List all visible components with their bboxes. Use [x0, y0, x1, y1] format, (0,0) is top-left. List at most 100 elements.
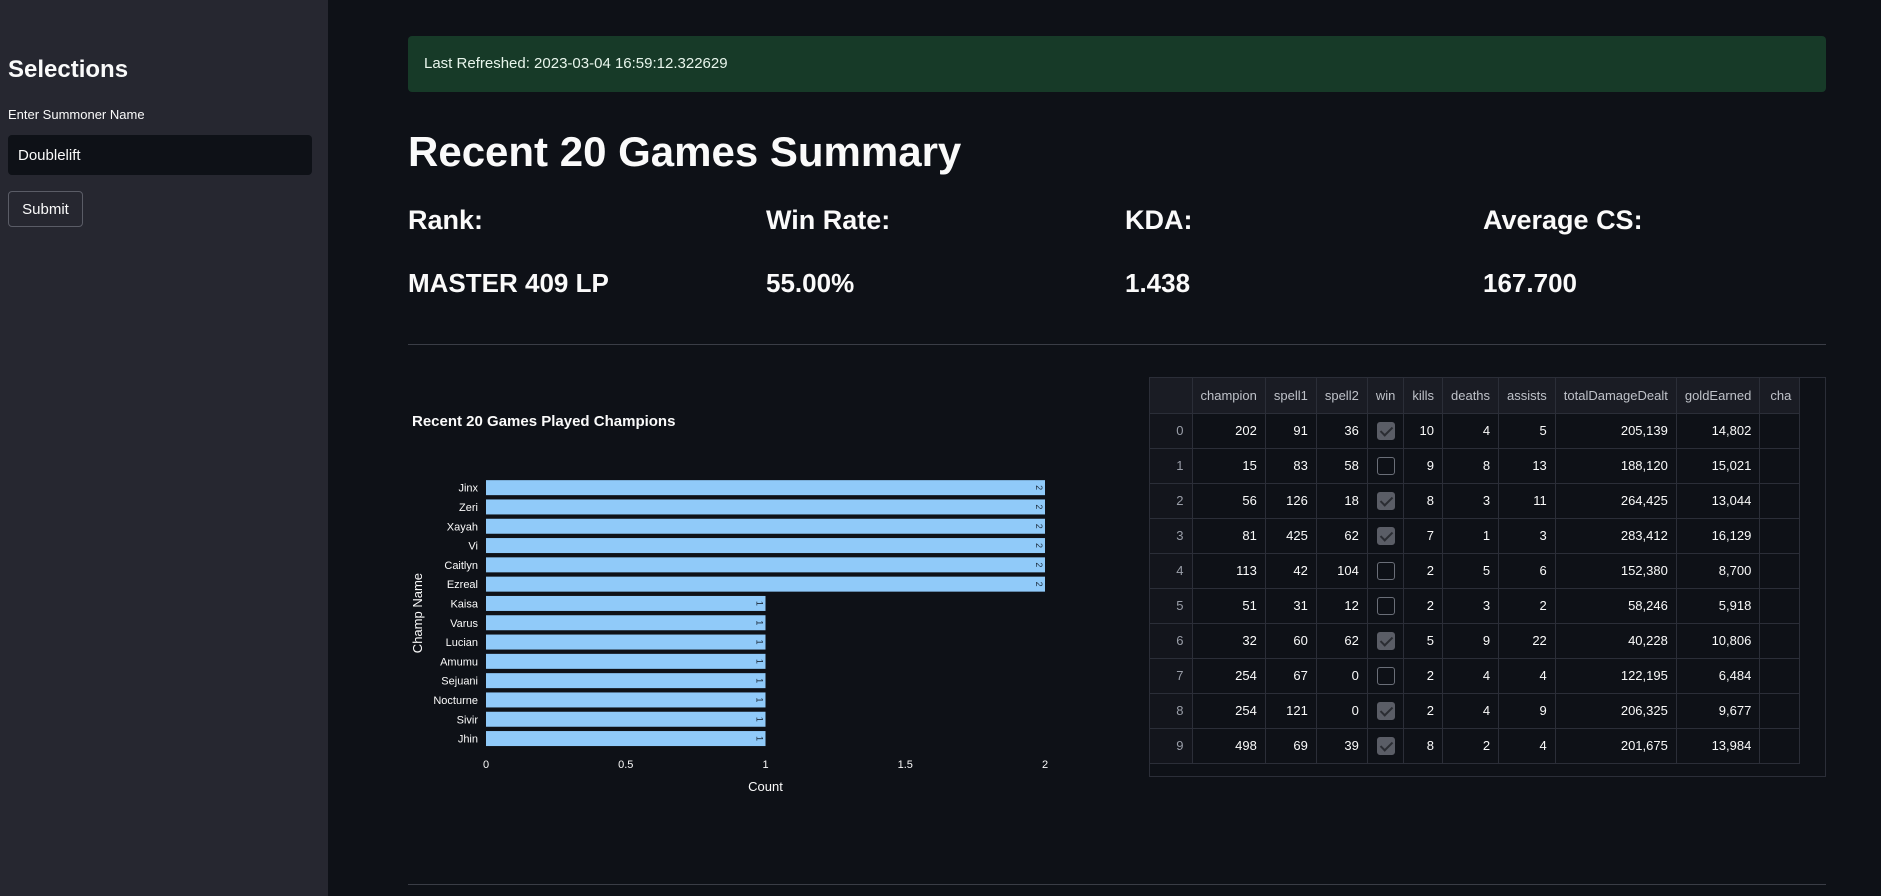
table-cell[interactable]: 62 — [1316, 623, 1368, 659]
bar-ezreal[interactable] — [486, 576, 1045, 592]
bar-sejuani[interactable] — [486, 673, 766, 689]
table-cell[interactable]: 202 — [1192, 413, 1266, 449]
table-cell[interactable] — [1759, 518, 1801, 554]
column-header-deaths[interactable]: deaths — [1442, 378, 1500, 414]
table-cell[interactable]: 152,380 — [1555, 553, 1677, 589]
table-cell[interactable]: 425 — [1265, 518, 1317, 554]
table-cell[interactable]: 16,129 — [1676, 518, 1761, 554]
row-index[interactable]: 3 — [1150, 518, 1193, 554]
row-index[interactable]: 9 — [1150, 728, 1193, 764]
table-cell[interactable]: 56 — [1192, 483, 1266, 519]
table-cell[interactable]: 62 — [1316, 518, 1368, 554]
table-cell[interactable]: 15 — [1192, 448, 1266, 484]
table-row[interactable]: 5 51 31 12 2 3 2 58,246 5,918 — [1150, 588, 1801, 624]
table-cell[interactable]: 188,120 — [1555, 448, 1677, 484]
bar-zeri[interactable] — [486, 499, 1045, 515]
table-cell[interactable]: 5 — [1442, 553, 1500, 589]
row-index[interactable]: 5 — [1150, 588, 1193, 624]
table-cell[interactable] — [1759, 553, 1801, 589]
table-cell[interactable]: 4 — [1442, 693, 1500, 729]
table-cell[interactable] — [1759, 588, 1801, 624]
column-header-win[interactable]: win — [1367, 378, 1405, 414]
table-cell[interactable]: 201,675 — [1555, 728, 1677, 764]
table-cell[interactable]: 32 — [1192, 623, 1266, 659]
table-row[interactable]: 3 81 425 62 7 1 3 283,412 16,129 — [1150, 518, 1801, 554]
table-cell[interactable]: 51 — [1192, 588, 1266, 624]
win-cell[interactable] — [1367, 728, 1405, 764]
table-cell[interactable]: 5,918 — [1676, 588, 1761, 624]
games-data-table[interactable]: champion spell1 spell2 win kills deaths assist… — [1149, 377, 1826, 777]
column-header-totalDamageDealt[interactable]: totalDamageDealt — [1555, 378, 1677, 414]
bar-sivir[interactable] — [486, 711, 766, 727]
table-cell[interactable]: 18 — [1316, 483, 1368, 519]
table-cell[interactable] — [1759, 693, 1801, 729]
table-cell[interactable]: 22 — [1498, 623, 1556, 659]
table-cell[interactable]: 4 — [1498, 658, 1556, 694]
column-header-spell1[interactable]: spell1 — [1265, 378, 1317, 414]
table-cell[interactable]: 14,802 — [1676, 413, 1761, 449]
table-row[interactable]: 1 15 83 58 9 8 13 188,120 15,021 — [1150, 448, 1801, 484]
bar-vi[interactable] — [486, 538, 1045, 554]
table-cell[interactable]: 91 — [1265, 413, 1317, 449]
table-row[interactable]: 2 56 126 18 8 3 11 264,425 13,044 — [1150, 483, 1801, 519]
table-cell[interactable]: 3 — [1442, 588, 1500, 624]
win-cell[interactable] — [1367, 693, 1405, 729]
row-index[interactable]: 0 — [1150, 413, 1193, 449]
column-header-champion[interactable]: champion — [1192, 378, 1266, 414]
table-cell[interactable]: 6 — [1498, 553, 1556, 589]
table-cell[interactable]: 2 — [1498, 588, 1556, 624]
table-row[interactable]: 7 254 67 0 2 4 4 122,195 6,484 — [1150, 658, 1801, 694]
table-cell[interactable]: 0 — [1316, 658, 1368, 694]
table-cell[interactable]: 205,139 — [1555, 413, 1677, 449]
table-cell[interactable]: 36 — [1316, 413, 1368, 449]
table-row[interactable]: 6 32 60 62 5 9 22 40,228 10,806 — [1150, 623, 1801, 659]
bar-kaisa[interactable] — [486, 595, 766, 611]
table-cell[interactable]: 2 — [1403, 588, 1443, 624]
column-header-assists[interactable]: assists — [1498, 378, 1556, 414]
table-cell[interactable]: 13 — [1498, 448, 1556, 484]
win-cell[interactable] — [1367, 658, 1405, 694]
table-cell[interactable]: 4 — [1498, 728, 1556, 764]
bar-caitlyn[interactable] — [486, 557, 1045, 573]
table-cell[interactable]: 10,806 — [1676, 623, 1761, 659]
table-cell[interactable]: 113 — [1192, 553, 1266, 589]
table-cell[interactable]: 40,228 — [1555, 623, 1677, 659]
table-cell[interactable]: 5 — [1403, 623, 1443, 659]
table-cell[interactable]: 283,412 — [1555, 518, 1677, 554]
win-cell[interactable] — [1367, 448, 1405, 484]
table-cell[interactable]: 2 — [1442, 728, 1500, 764]
bar-jhin[interactable] — [486, 731, 766, 747]
table-cell[interactable] — [1759, 658, 1801, 694]
table-cell[interactable]: 9,677 — [1676, 693, 1761, 729]
table-cell[interactable]: 1 — [1442, 518, 1500, 554]
win-cell[interactable] — [1367, 553, 1405, 589]
table-cell[interactable] — [1759, 448, 1801, 484]
column-header-kills[interactable]: kills — [1403, 378, 1443, 414]
table-cell[interactable]: 83 — [1265, 448, 1317, 484]
submit-button[interactable]: Submit — [8, 191, 83, 227]
table-cell[interactable]: 2 — [1403, 693, 1443, 729]
table-cell[interactable]: 3 — [1442, 483, 1500, 519]
table-cell[interactable]: 9 — [1442, 623, 1500, 659]
table-cell[interactable]: 39 — [1316, 728, 1368, 764]
table-cell[interactable]: 8 — [1403, 483, 1443, 519]
table-cell[interactable]: 121 — [1265, 693, 1317, 729]
table-cell[interactable]: 67 — [1265, 658, 1317, 694]
table-cell[interactable]: 4 — [1442, 658, 1500, 694]
table-cell[interactable]: 4 — [1442, 413, 1500, 449]
table-cell[interactable]: 8 — [1442, 448, 1500, 484]
table-cell[interactable]: 264,425 — [1555, 483, 1677, 519]
table-cell[interactable]: 10 — [1403, 413, 1443, 449]
bar-varus[interactable] — [486, 615, 766, 631]
table-cell[interactable]: 81 — [1192, 518, 1266, 554]
table-cell[interactable]: 42 — [1265, 553, 1317, 589]
row-index[interactable]: 2 — [1150, 483, 1193, 519]
table-cell[interactable] — [1759, 483, 1801, 519]
table-cell[interactable]: 58 — [1316, 448, 1368, 484]
table-cell[interactable]: 2 — [1403, 553, 1443, 589]
table-cell[interactable]: 254 — [1192, 693, 1266, 729]
table-cell[interactable]: 206,325 — [1555, 693, 1677, 729]
bar-jinx[interactable] — [486, 480, 1045, 496]
win-cell[interactable] — [1367, 483, 1405, 519]
table-cell[interactable]: 12 — [1316, 588, 1368, 624]
